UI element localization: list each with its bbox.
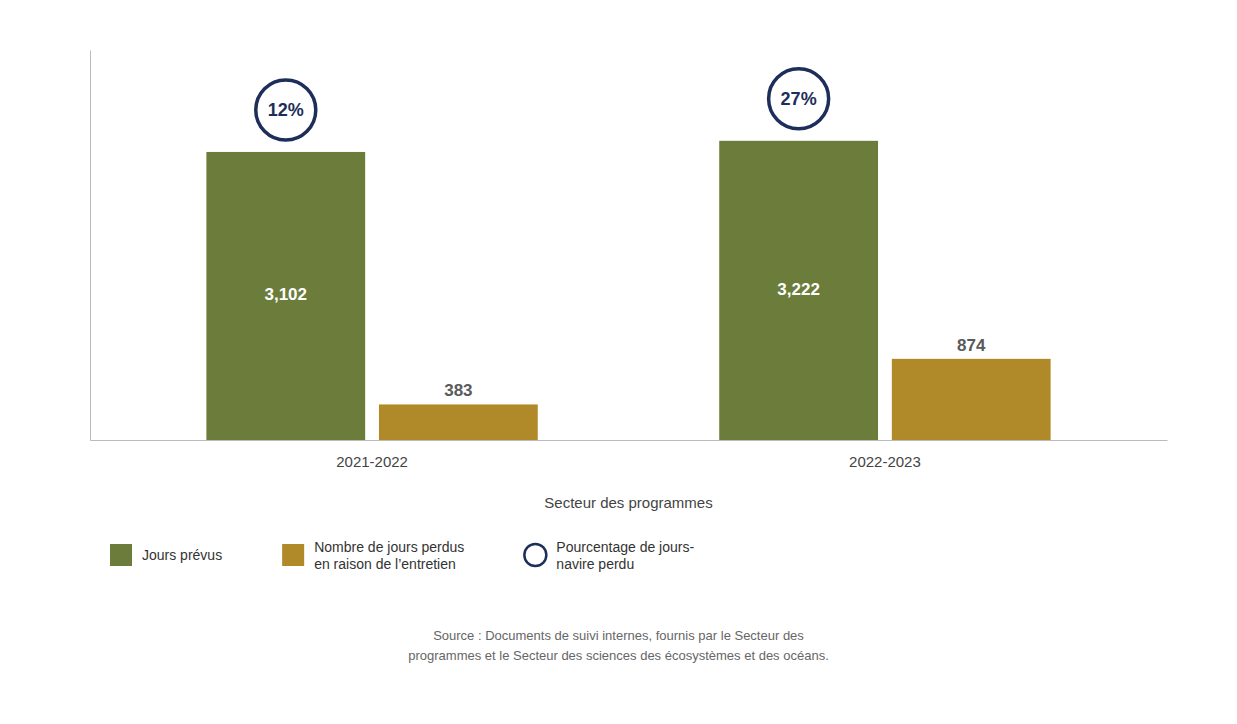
percentage-label: 12% [268, 100, 304, 120]
y-axis-line [90, 51, 91, 441]
data-label: 3,102 [264, 285, 307, 304]
x-axis-line [91, 440, 1168, 441]
bar [379, 404, 538, 440]
x-tick-label: 2022-2023 [849, 453, 921, 470]
x-axis: 2021-2022 2022-2023 [91, 440, 1168, 470]
percentage-label: 27% [781, 89, 817, 109]
data-label: 874 [957, 336, 986, 355]
plot-marks [206, 69, 1050, 440]
bar [892, 359, 1051, 440]
legend-label: Nombre de jours perdusen raison de l’ent… [314, 539, 464, 572]
legend-label: Pourcentage de jours-navire perdu [556, 539, 694, 572]
percentage-circle [256, 80, 316, 140]
y-axis [90, 51, 91, 441]
labels: 3,102 3,222 383 874 12% 27% [264, 89, 985, 401]
source-line: programmes et le Secteur des sciences de… [408, 648, 829, 663]
legend-swatch [524, 544, 546, 566]
x-tick: 2022-2023 [849, 440, 921, 470]
x-axis-title: Secteur des programmes [544, 494, 712, 511]
percentage-circle [769, 69, 829, 129]
legend-label: Jours prévus [142, 547, 222, 563]
legend-item: Nombre de jours perdusen raison de l’ent… [282, 539, 464, 572]
legend-item: Jours prévus [110, 544, 222, 566]
legend-swatch [282, 544, 304, 566]
source-line: Source : Documents de suivi internes, fo… [433, 628, 804, 643]
bar [206, 152, 365, 440]
legend: Jours prévus Nombre de jours perdusen rai… [110, 539, 694, 572]
legend-swatch [110, 544, 132, 566]
bar [719, 141, 878, 440]
data-label: 383 [444, 381, 472, 400]
chart: 3,102 3,222 383 874 12% 27% 2021-2022 2022-2023… [0, 0, 1237, 724]
x-tick: 2021-2022 [336, 440, 408, 470]
source: Source : Documents de suivi internes, fo… [408, 628, 829, 663]
x-tick-label: 2021-2022 [336, 453, 408, 470]
legend-item: Pourcentage de jours-navire perdu [524, 539, 694, 572]
data-label: 3,222 [777, 280, 820, 299]
